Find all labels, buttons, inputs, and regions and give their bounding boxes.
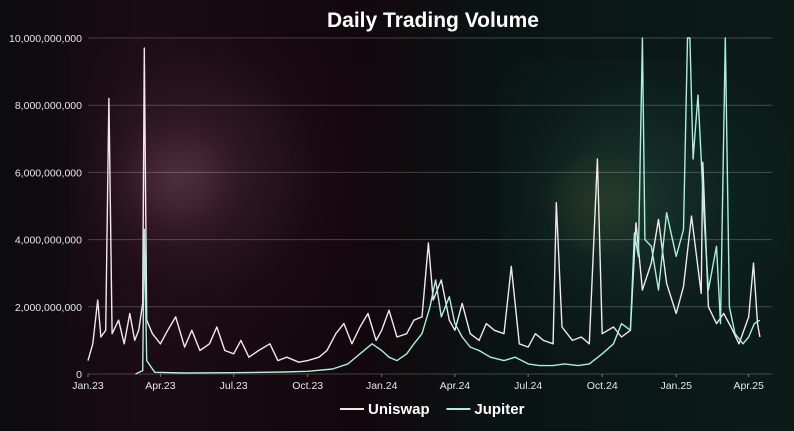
x-axis-ticks: Jan.23 Apr.23 Jul.23 Oct.23 Jan.24 Apr.24 Jul.…	[72, 374, 764, 392]
legend-label-jupiter: Jupiter	[474, 401, 524, 418]
x-tick-label: Jan.23	[72, 380, 104, 392]
x-tick-label: Jan.24	[366, 380, 398, 392]
y-tick-label: 4,000,000,000	[15, 235, 82, 247]
legend: Uniswap Jupiter	[340, 401, 525, 418]
x-tick-label: Oct.24	[587, 380, 618, 392]
y-tick-label: 2,000,000,000	[15, 302, 82, 314]
legend-label-uniswap: Uniswap	[368, 401, 430, 418]
x-tick-label: Jan.25	[660, 380, 692, 392]
x-tick-label: Apr.24	[440, 380, 471, 392]
y-axis-ticks: 0 2,000,000,000 4,000,000,000 6,000,000,000…	[9, 33, 82, 381]
x-tick-label: Oct.23	[292, 380, 323, 392]
x-tick-label: Jul.24	[514, 380, 542, 392]
y-tick-label: 6,000,000,000	[15, 167, 82, 179]
x-tick-label: Apr.23	[145, 380, 176, 392]
y-tick-label: 10,000,000,000	[9, 33, 82, 45]
x-tick-label: Jul.23	[220, 380, 248, 392]
gridlines	[88, 37, 772, 375]
y-tick-label: 8,000,000,000	[15, 100, 82, 112]
x-tick-label: Apr.25	[733, 380, 764, 392]
series-line-uniswap	[87, 47, 761, 363]
series-line-jupiter	[135, 37, 761, 375]
chart-title: Daily Trading Volume	[327, 9, 539, 32]
y-tick-label: 0	[76, 369, 82, 381]
series-lines	[87, 37, 761, 375]
